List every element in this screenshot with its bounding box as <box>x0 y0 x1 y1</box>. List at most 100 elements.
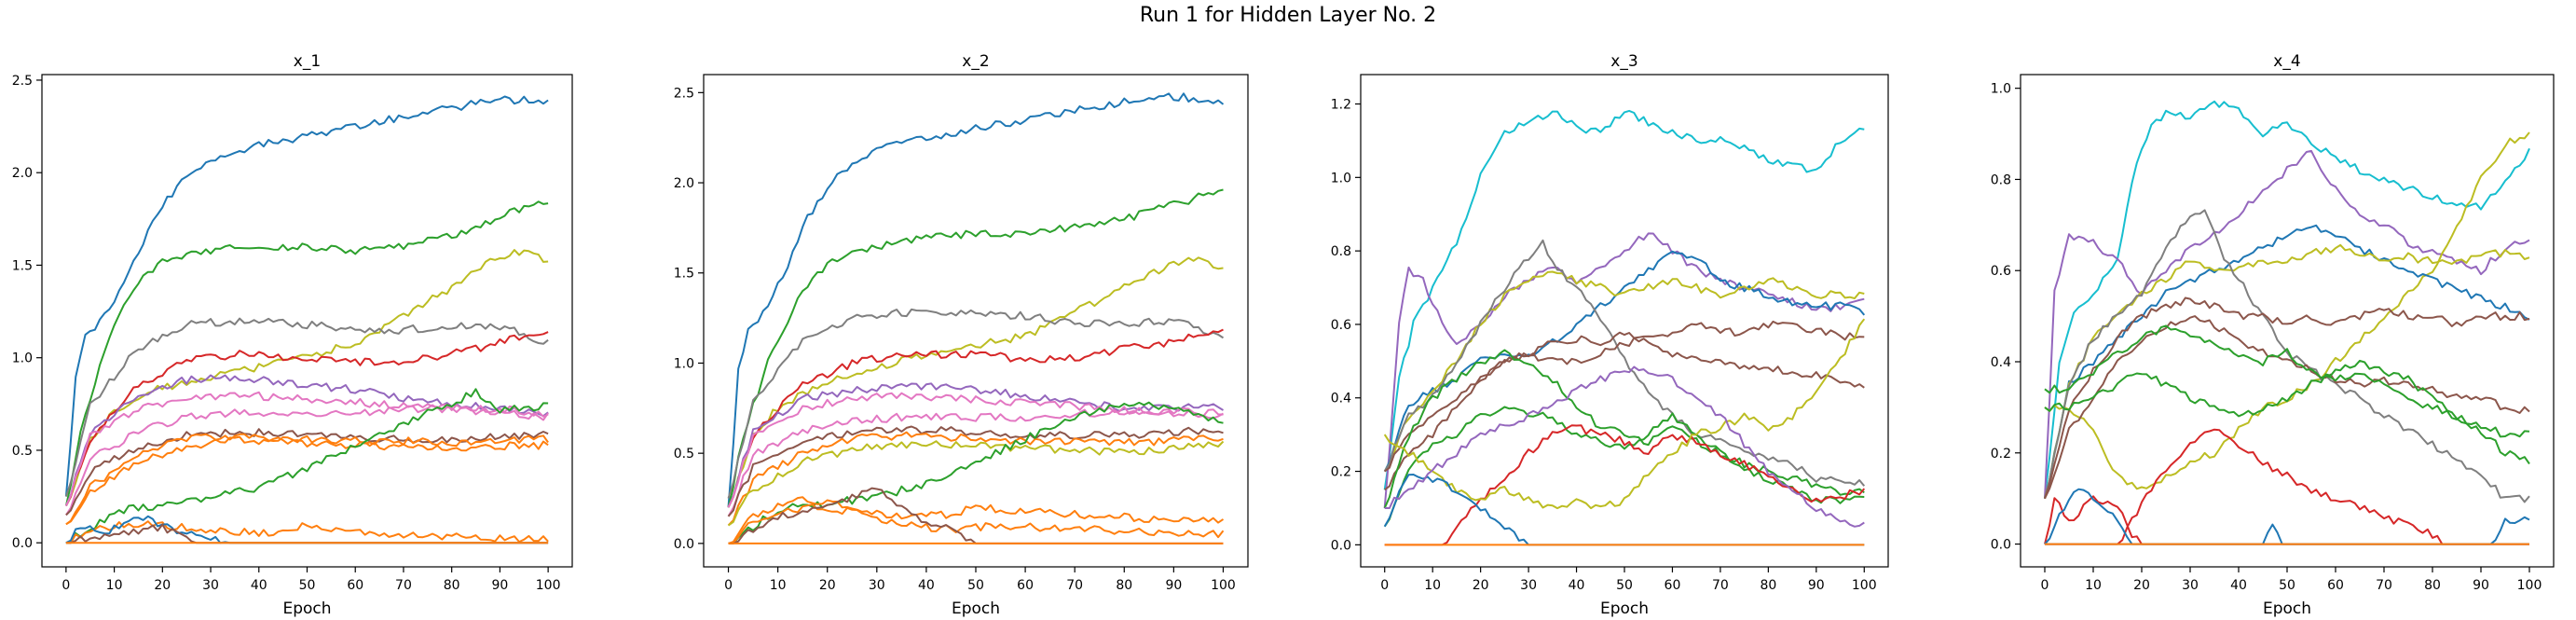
series-line <box>727 440 1225 527</box>
x-tick-label: 60 <box>347 578 363 593</box>
x-axis-label: Epoch <box>282 599 331 618</box>
series-line <box>65 520 549 544</box>
series-line <box>1383 349 1865 509</box>
x-tick-label: 0 <box>1380 578 1389 593</box>
y-tick-label: 0.0 <box>12 536 33 551</box>
axes-frame <box>1360 74 1889 568</box>
series-line <box>1383 406 1865 528</box>
series-group <box>1383 109 1866 546</box>
y-tick-label: 1.0 <box>1991 82 2011 97</box>
x-tick-label: 30 <box>2182 578 2199 593</box>
series-line <box>727 92 1225 508</box>
y-tick-label: 2.0 <box>12 166 33 181</box>
subplot-title: x_4 <box>2273 52 2300 71</box>
series-line <box>727 188 1224 508</box>
series-line <box>65 249 549 506</box>
y-tick-label: 1.0 <box>12 351 33 366</box>
series-line <box>64 374 549 506</box>
x-tick-label: 0 <box>2041 578 2049 593</box>
x-tick-label: 10 <box>2085 578 2102 593</box>
series-line <box>727 328 1224 508</box>
series-line <box>2045 428 2529 545</box>
series-line <box>2044 359 2530 465</box>
x-tick-label: 30 <box>1520 578 1537 593</box>
y-tick-label: 1.0 <box>674 356 694 371</box>
subplot-4: 0 10 20 30 40 50 60 70 80 90 100 0.0 0.2 0.4 0.6 0.8 1.0… <box>1991 52 2555 618</box>
series-line <box>728 496 1225 544</box>
x-tick-label: 20 <box>154 578 171 593</box>
series-line <box>1384 424 1866 546</box>
series-line <box>727 408 1224 517</box>
series-line <box>2044 296 2530 500</box>
y-tick-label: 1.0 <box>1331 171 1351 186</box>
series-line <box>64 200 549 506</box>
series-line <box>1383 109 1865 490</box>
axes-frame <box>41 74 573 568</box>
series-line <box>65 403 549 516</box>
subplot-title: x_2 <box>962 52 989 71</box>
x-tick-label: 100 <box>2517 578 2542 593</box>
subplot-2: 0 10 20 30 40 50 60 70 80 90 100 0.0 0.5 1.0 1.5 2.0 2.5… <box>674 52 1249 618</box>
x-tick-label: 30 <box>202 578 219 593</box>
x-tick-label: 20 <box>2133 578 2150 593</box>
axes-frame <box>2020 74 2555 568</box>
figure-title: Run 1 for Hidden Layer No. 2 <box>1139 4 1437 27</box>
x-tick-label: 90 <box>491 578 508 593</box>
y-tick-label: 0.6 <box>1331 318 1351 333</box>
series-line <box>2044 315 2530 500</box>
y-tick-label: 0.0 <box>1991 538 2011 553</box>
x-tick-label: 30 <box>869 578 885 593</box>
series-line <box>728 401 1224 544</box>
series-group <box>2044 100 2530 545</box>
series-line <box>728 503 1225 544</box>
series-line <box>64 95 549 497</box>
x-tick-label: 70 <box>395 578 412 593</box>
series-line <box>64 317 549 497</box>
x-tick-label: 100 <box>1852 578 1877 593</box>
series-line <box>1384 331 1865 473</box>
series-line <box>1383 318 1866 510</box>
series-line <box>2044 149 2530 499</box>
subplot-1: 0 10 20 30 40 50 60 70 80 90 100 0.0 0.5 1.0 1.5 2.0 2.5… <box>12 52 573 618</box>
series-line <box>65 388 549 544</box>
x-tick-label: 40 <box>1569 578 1585 593</box>
series-line <box>1383 474 1865 546</box>
x-tick-label: 20 <box>819 578 836 593</box>
series-line <box>2044 209 2530 503</box>
x-tick-label: 50 <box>299 578 316 593</box>
y-tick-label: 0.0 <box>674 537 694 552</box>
x-tick-label: 0 <box>724 578 733 593</box>
y-tick-label: 1.5 <box>12 258 33 273</box>
x-tick-label: 10 <box>106 578 123 593</box>
x-tick-label: 60 <box>1665 578 1681 593</box>
y-tick-label: 2.5 <box>12 74 33 89</box>
series-line <box>64 391 549 506</box>
x-tick-label: 90 <box>1165 578 1182 593</box>
x-tick-label: 50 <box>2279 578 2295 593</box>
series-line <box>727 431 1224 527</box>
series-line <box>1383 250 1866 473</box>
x-tick-label: 80 <box>444 578 460 593</box>
series-line <box>727 256 1224 508</box>
series-line <box>65 433 549 526</box>
x-tick-label: 0 <box>62 578 70 593</box>
series-line <box>727 308 1225 499</box>
y-tick-label: 0.2 <box>1991 447 2011 462</box>
series-line <box>1383 239 1866 487</box>
y-tick-label: 2.5 <box>674 86 694 101</box>
subplot-title: x_3 <box>1610 52 1637 71</box>
series-line <box>727 392 1224 508</box>
y-tick-label: 1.5 <box>674 267 694 282</box>
y-tick-label: 0.8 <box>1331 244 1351 259</box>
x-tick-label: 60 <box>1017 578 1034 593</box>
y-tick-label: 1.2 <box>1331 98 1351 113</box>
y-tick-label: 0.5 <box>674 447 694 462</box>
y-tick-label: 0.4 <box>1991 355 2011 370</box>
series-line <box>2044 488 2529 545</box>
series-line <box>65 428 549 517</box>
x-tick-label: 80 <box>1116 578 1132 593</box>
x-tick-label: 90 <box>2473 578 2489 593</box>
series-line <box>65 515 549 544</box>
